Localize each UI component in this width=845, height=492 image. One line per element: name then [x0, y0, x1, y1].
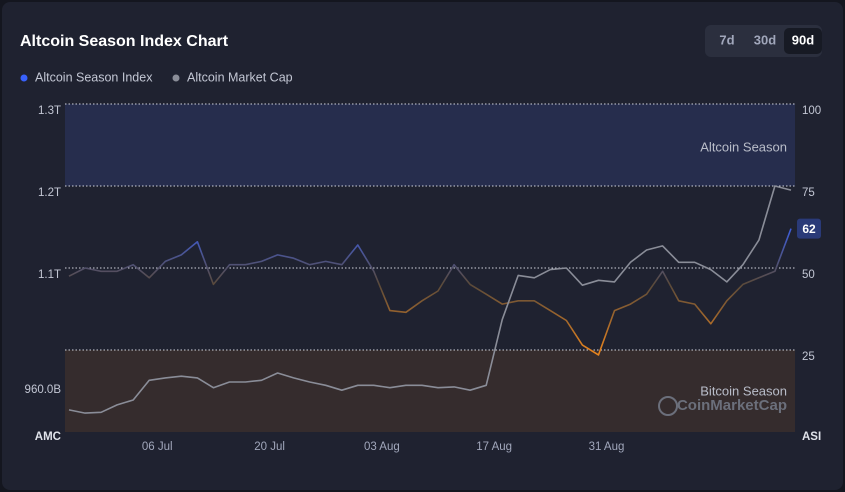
y2-tick-label: 25 [802, 351, 815, 363]
legend-label: Altcoin Season Index [35, 70, 153, 84]
band-label: Bitcoin Season [700, 383, 787, 398]
legend-dot [172, 74, 180, 82]
x-tick-label: 20 Jul [254, 441, 285, 453]
range-button[interactable]: 7d [719, 32, 734, 47]
chart-title: Altcoin Season Index Chart [20, 33, 229, 50]
x-tick-label: 03 Aug [364, 441, 400, 453]
legend-label: Altcoin Market Cap [187, 70, 293, 84]
series-line [68, 228, 792, 356]
y-tick-label: 1.2T [38, 187, 61, 199]
season-band [65, 350, 795, 432]
y2-axis-title: ASI [802, 431, 821, 443]
y2-tick-label: 50 [802, 269, 815, 281]
series-line [68, 185, 792, 414]
y2-tick-label: 75 [802, 187, 815, 199]
watermark-logo [658, 396, 678, 416]
y-tick-label: 960.0B [25, 384, 62, 396]
range-button[interactable]: 30d [754, 32, 776, 47]
y2-tick-label: 100 [802, 105, 821, 117]
y-tick-label: 1.1T [38, 269, 61, 281]
x-tick-label: 06 Jul [142, 441, 173, 453]
value-badge [797, 218, 821, 239]
season-band [65, 104, 795, 186]
y-axis-title: AMC [35, 431, 61, 443]
band-label: Altcoin Season [700, 139, 787, 154]
range-button[interactable]: 90d [792, 32, 814, 47]
range-active [784, 28, 822, 54]
x-tick-label: 31 Aug [589, 441, 625, 453]
x-tick-label: 17 Aug [476, 441, 512, 453]
watermark: CoinMarketCap [677, 397, 787, 414]
y-tick-label: 1.3T [38, 105, 61, 117]
value-badge-label: 62 [802, 222, 816, 236]
legend-dot [20, 74, 28, 82]
